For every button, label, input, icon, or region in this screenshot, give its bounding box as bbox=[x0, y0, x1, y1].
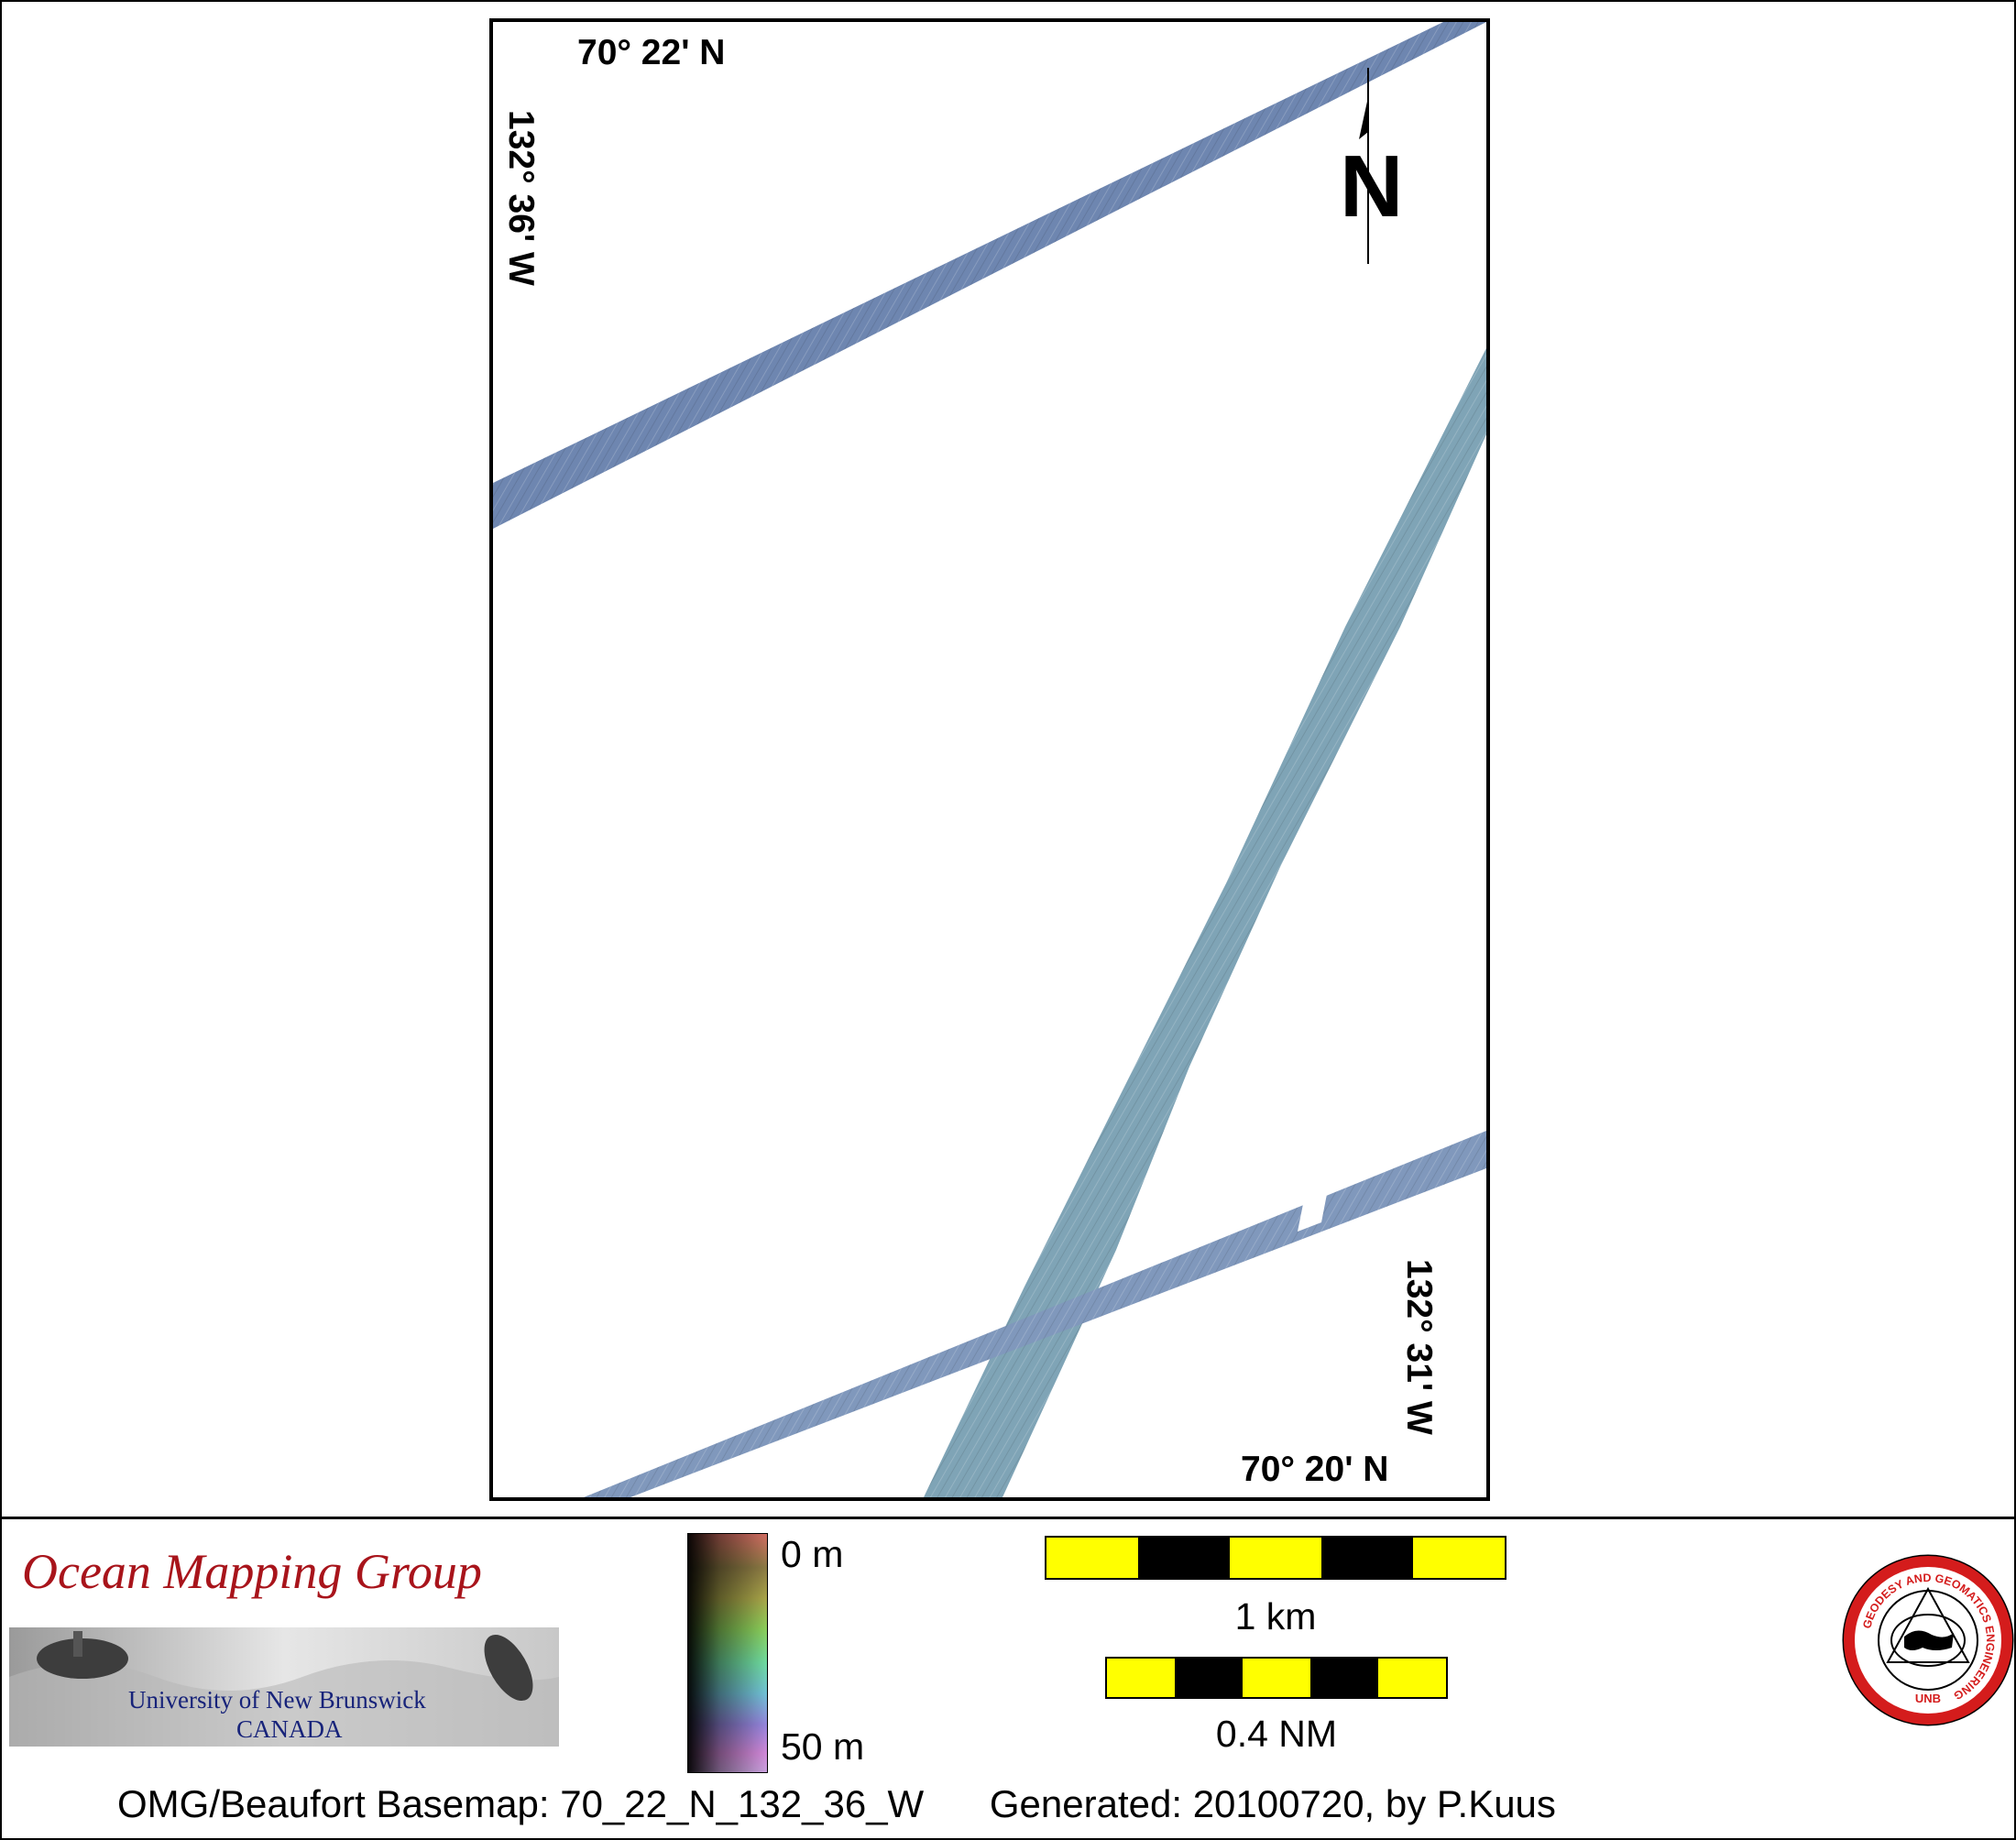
footer-text: OMG/Beaufort Basemap: 70_22_N_132_36_W G… bbox=[117, 1785, 1556, 1824]
colorbar-top-label: 0 m bbox=[781, 1533, 844, 1575]
scale-bar-km bbox=[1045, 1536, 1507, 1580]
swath-diagonal bbox=[924, 348, 1486, 1497]
lon-label-left: 132° 36' W bbox=[501, 110, 541, 286]
omg-logo-country: CANADA bbox=[236, 1715, 343, 1743]
north-arrow: N bbox=[1318, 59, 1409, 269]
scale-bar-km-label: 1 km bbox=[1234, 1595, 1317, 1637]
scale-bar-nm bbox=[1105, 1657, 1448, 1699]
omg-logo-title: Ocean Mapping Group bbox=[22, 1544, 482, 1599]
bathymetry-swaths bbox=[493, 22, 1486, 1497]
map-panel[interactable]: 70° 22' N 132° 36' W 70° 20' N 132° 31' … bbox=[489, 18, 1490, 1501]
omg-logo: Ocean Mapping Group University of New Br… bbox=[9, 1539, 559, 1750]
lat-label-bottom: 70° 20' N bbox=[1241, 1450, 1389, 1489]
swath-top bbox=[493, 22, 1486, 529]
colorbar-bottom-label: 50 m bbox=[781, 1725, 865, 1768]
footer-generated: Generated: 20100720, by P.Kuus bbox=[989, 1782, 1556, 1825]
lat-label-top: 70° 22' N bbox=[577, 33, 726, 72]
legend-divider bbox=[0, 1517, 2016, 1519]
depth-colorbar bbox=[687, 1533, 768, 1773]
north-arrow-icon bbox=[1359, 68, 1369, 264]
geodesy-emblem-icon: GEODESY AND GEOMATICS ENGINEERING UNB bbox=[1842, 1554, 2014, 1726]
footer-basemap: OMG/Beaufort Basemap: 70_22_N_132_36_W bbox=[117, 1782, 925, 1825]
scale-bar-nm-label: 0.4 NM bbox=[1215, 1713, 1338, 1755]
emblem-bottom-text: UNB bbox=[1915, 1692, 1941, 1705]
omg-logo-university: University of New Brunswick bbox=[128, 1686, 426, 1714]
swath-lower bbox=[584, 1131, 1486, 1497]
north-letter: N bbox=[1340, 137, 1404, 235]
depth-colorbar-shading bbox=[688, 1534, 767, 1772]
unb-geodesy-emblem: GEODESY AND GEOMATICS ENGINEERING UNB bbox=[1840, 1552, 2016, 1728]
omg-logo-image bbox=[9, 1627, 559, 1747]
lon-label-right: 132° 31' W bbox=[1399, 1259, 1439, 1435]
